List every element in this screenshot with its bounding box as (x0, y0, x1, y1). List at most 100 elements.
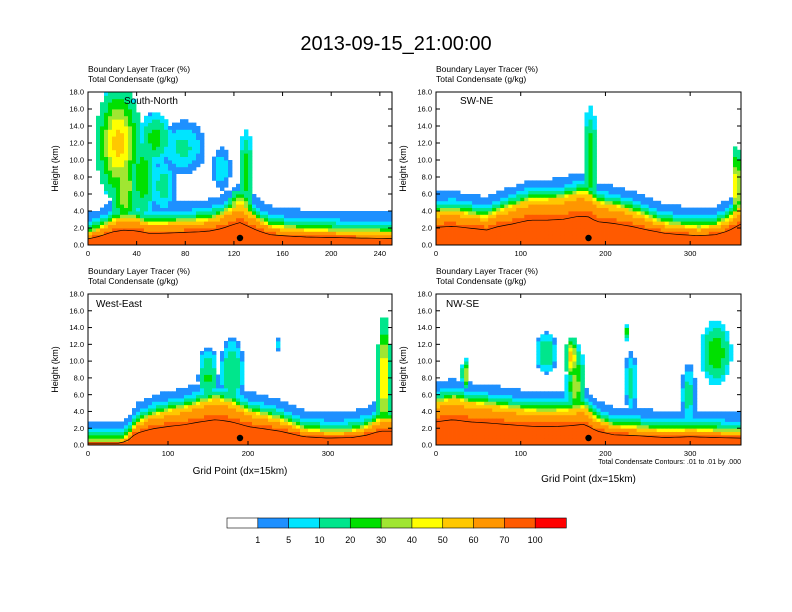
field-cell (192, 414, 197, 419)
field-cell (480, 418, 485, 422)
field-cell (496, 428, 501, 432)
field-cell (196, 224, 201, 229)
field-cell (128, 132, 133, 137)
field-cell (588, 139, 593, 144)
field-cell (244, 214, 249, 219)
field-cell (120, 421, 125, 426)
field-cell (332, 241, 337, 245)
field-cell (616, 241, 621, 245)
field-cell (172, 231, 177, 236)
field-cell (712, 231, 718, 236)
field-cell (160, 143, 165, 147)
field-cell (448, 238, 453, 242)
field-cell (120, 200, 125, 205)
field-cell (560, 424, 565, 429)
field-cell (180, 163, 185, 168)
field-cell (436, 391, 441, 396)
field-cell (436, 421, 441, 426)
field-cell (104, 146, 109, 151)
field-cell (164, 221, 169, 225)
field-cell (264, 207, 269, 212)
field-cell (460, 404, 465, 409)
field-cell (348, 238, 353, 242)
field-cell (196, 200, 201, 205)
field-cell (256, 408, 261, 412)
field-cell (216, 438, 221, 443)
field-cell (696, 211, 702, 215)
field-cell (132, 414, 137, 419)
field-cell (488, 401, 493, 406)
field-cell (472, 214, 477, 219)
field-cell (452, 438, 457, 443)
field-cell (440, 411, 445, 416)
field-cell (492, 211, 497, 215)
field-cell (284, 421, 289, 426)
field-cell (380, 361, 385, 365)
field-cell (728, 228, 734, 232)
field-cell (608, 238, 613, 242)
field-cell (536, 421, 541, 426)
field-cell (180, 434, 185, 439)
field-cell (304, 431, 309, 436)
field-cell (568, 228, 573, 232)
field-cell (556, 428, 561, 432)
field-cell (152, 438, 157, 443)
field-cell (140, 170, 145, 174)
field-cell (216, 391, 221, 396)
field-cell (728, 217, 734, 222)
field-cell (676, 238, 682, 242)
field-cell (180, 391, 185, 396)
field-cell (128, 95, 133, 100)
field-cell (156, 160, 161, 164)
field-cell (688, 211, 694, 215)
field-cell (120, 98, 125, 103)
field-cell (124, 122, 129, 127)
field-cell (232, 228, 237, 232)
field-cell (144, 434, 149, 439)
field-cell (580, 238, 585, 242)
field-cell (120, 112, 125, 117)
field-cell (208, 371, 213, 375)
field-cell (600, 200, 605, 205)
field-cell (544, 337, 549, 342)
field-cell (300, 231, 305, 236)
field-cell (260, 207, 265, 212)
field-cell (344, 228, 349, 232)
field-cell (568, 173, 573, 178)
field-cell (528, 434, 533, 439)
field-cell (456, 217, 461, 222)
field-cell (140, 404, 145, 409)
panel-header-tracer: Boundary Layer Tracer (%) (436, 64, 538, 74)
field-cell (696, 234, 702, 239)
field-cell (236, 394, 241, 399)
field-cell (380, 391, 385, 396)
field-cell (628, 207, 634, 212)
field-cell (208, 434, 213, 439)
field-cell (116, 126, 121, 130)
field-cell (384, 377, 389, 382)
field-cell (660, 224, 666, 229)
field-cell (564, 404, 569, 409)
field-cell (500, 441, 505, 445)
field-cell (456, 384, 461, 389)
field-cell (452, 408, 457, 412)
field-cell (256, 418, 261, 422)
field-cell (100, 119, 105, 123)
field-cell (444, 384, 449, 389)
field-cell (492, 414, 497, 419)
field-cell (176, 160, 181, 164)
field-cell (168, 411, 173, 416)
field-cell (436, 234, 441, 239)
field-cell (604, 234, 609, 239)
field-cell (152, 411, 157, 416)
field-cell (448, 231, 453, 236)
field-cell (228, 217, 233, 222)
field-cell (368, 238, 373, 242)
field-cell (528, 411, 533, 416)
field-cell (116, 122, 121, 127)
field-cell (512, 421, 517, 426)
field-cell (248, 163, 253, 168)
field-cell (232, 354, 237, 359)
field-cell (496, 190, 501, 195)
field-cell (380, 384, 385, 389)
